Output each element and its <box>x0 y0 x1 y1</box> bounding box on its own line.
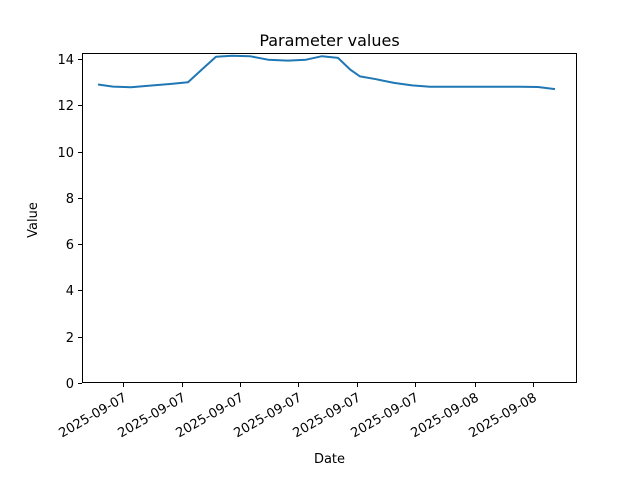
y-tick-label: 0 <box>66 377 74 392</box>
y-tick-label: 14 <box>57 53 74 68</box>
y-tick-label: 6 <box>66 238 74 253</box>
y-tick-label: 4 <box>66 284 74 299</box>
x-axis-label: Date <box>314 452 345 467</box>
y-tick-label: 12 <box>57 99 74 114</box>
y-tick-label: 8 <box>66 192 74 207</box>
y-tick-label: 2 <box>66 331 74 346</box>
chart-title: Parameter values <box>259 31 399 50</box>
data-line-parameter-values <box>97 54 556 91</box>
axes-spines <box>82 53 577 383</box>
y-tick-label: 10 <box>57 146 74 161</box>
y-axis-label: Value <box>26 202 41 238</box>
